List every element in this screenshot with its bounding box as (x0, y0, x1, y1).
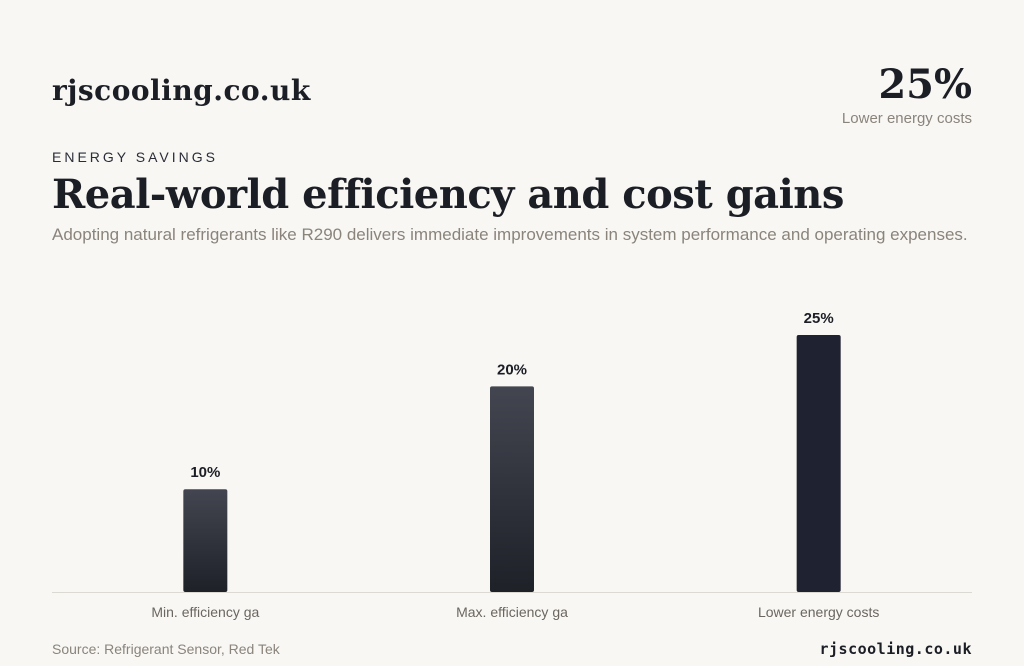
chart-category-label: Max. efficiency ga (456, 604, 568, 620)
chart-bar (490, 386, 534, 592)
chart-bar (183, 489, 228, 592)
footer-brand: rjscooling.co.uk (819, 640, 972, 658)
source-note: Source: Refrigerant Sensor, Red Tek (52, 641, 280, 657)
chart-value-label: 25% (804, 310, 834, 327)
page-subtitle: Adopting natural refrigerants like R290 … (52, 225, 968, 244)
kpi-label: Lower energy costs (841, 110, 972, 127)
section-eyebrow: ENERGY SAVINGS (52, 149, 218, 165)
chart-category-label: Min. efficiency ga (151, 604, 259, 620)
chart-value-label: 10% (190, 464, 220, 481)
kpi-callout: 25% Lower energy costs (841, 61, 972, 128)
bar-chart: 10% Min. efficiency ga 20% Max. efficiency … (52, 310, 972, 620)
chart-category-label: Lower energy costs (758, 604, 879, 620)
chart-value-label: 20% (497, 361, 527, 378)
brand-logo-text: rjscooling.co.uk (52, 74, 311, 107)
kpi-value: 25% (878, 61, 972, 108)
page-title: Real-world efficiency and cost gains (52, 171, 844, 218)
chart-bar (796, 335, 841, 592)
